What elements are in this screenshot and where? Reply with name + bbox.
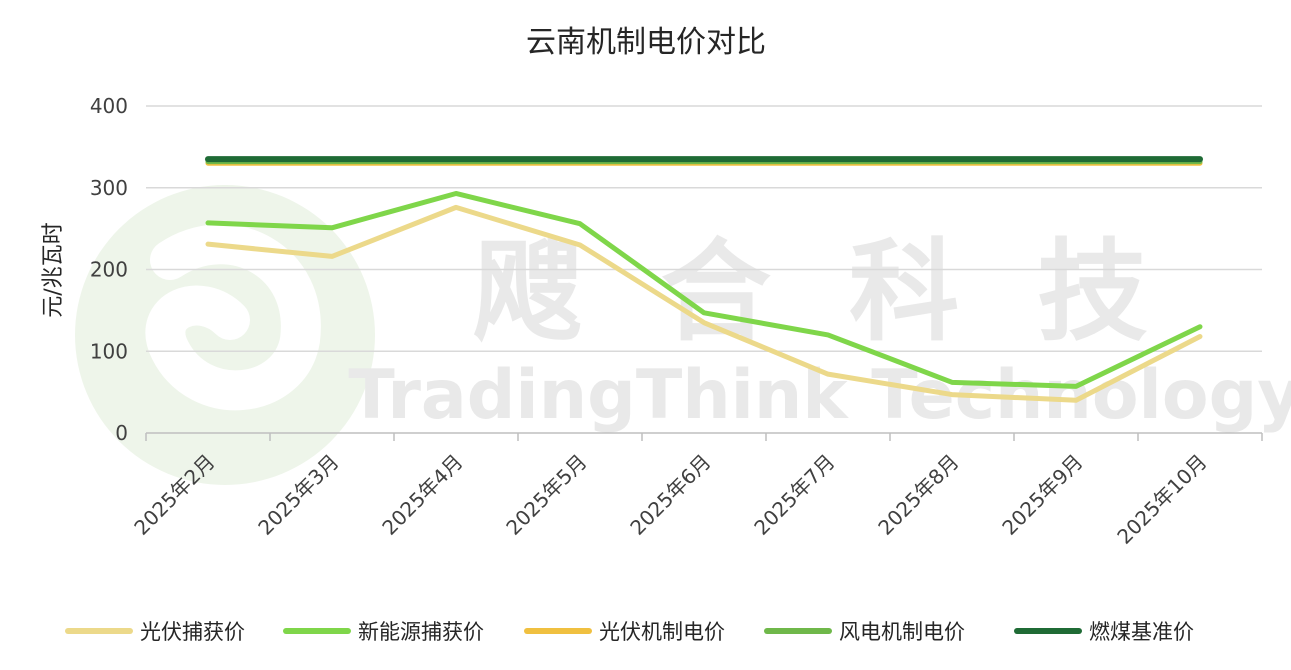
y-tick-label: 200 (90, 258, 128, 282)
y-axis-ticks: 0 100 200 300 400 (90, 94, 128, 445)
series-line-1 (205, 190, 1203, 389)
y-tick-label: 400 (90, 94, 128, 118)
chart-title: 云南机制电价对比 (526, 25, 766, 60)
y-tick-label: 100 (90, 339, 128, 363)
gridlines (146, 105, 1262, 352)
y-tick-label: 0 (115, 421, 128, 445)
legend-label: 光伏机制电价 (599, 620, 725, 644)
series-lines (205, 156, 1203, 403)
watermark-cn: 飕 合 科 技 (473, 228, 1168, 356)
x-tick-label: 2025年5月 (501, 450, 591, 540)
x-tick-label: 2025年6月 (625, 450, 715, 540)
x-tick-label: 2025年7月 (749, 450, 839, 540)
legend-label: 燃煤基准价 (1089, 620, 1194, 644)
y-axis-label: 元/兆瓦时 (41, 222, 66, 317)
legend-label: 光伏捕获价 (140, 620, 245, 644)
x-tick-label: 2025年4月 (377, 450, 467, 540)
legend-label: 风电机制电价 (839, 620, 965, 644)
x-tick-label: 2025年8月 (873, 450, 963, 540)
watermark-en: TradingThink Technology (348, 356, 1291, 435)
y-tick-label: 300 (90, 176, 128, 200)
series-line-0 (205, 204, 1203, 403)
legend-label: 新能源捕获价 (358, 620, 484, 644)
x-tick-label: 2025年9月 (997, 450, 1087, 540)
watermark: 飕 合 科 技 TradingThink Technology (75, 185, 1291, 485)
legend: 光伏捕获价 新能源捕获价 光伏机制电价 风电机制电价 燃煤基准价 (65, 620, 1194, 644)
x-tick-label: 2025年10月 (1112, 450, 1211, 549)
